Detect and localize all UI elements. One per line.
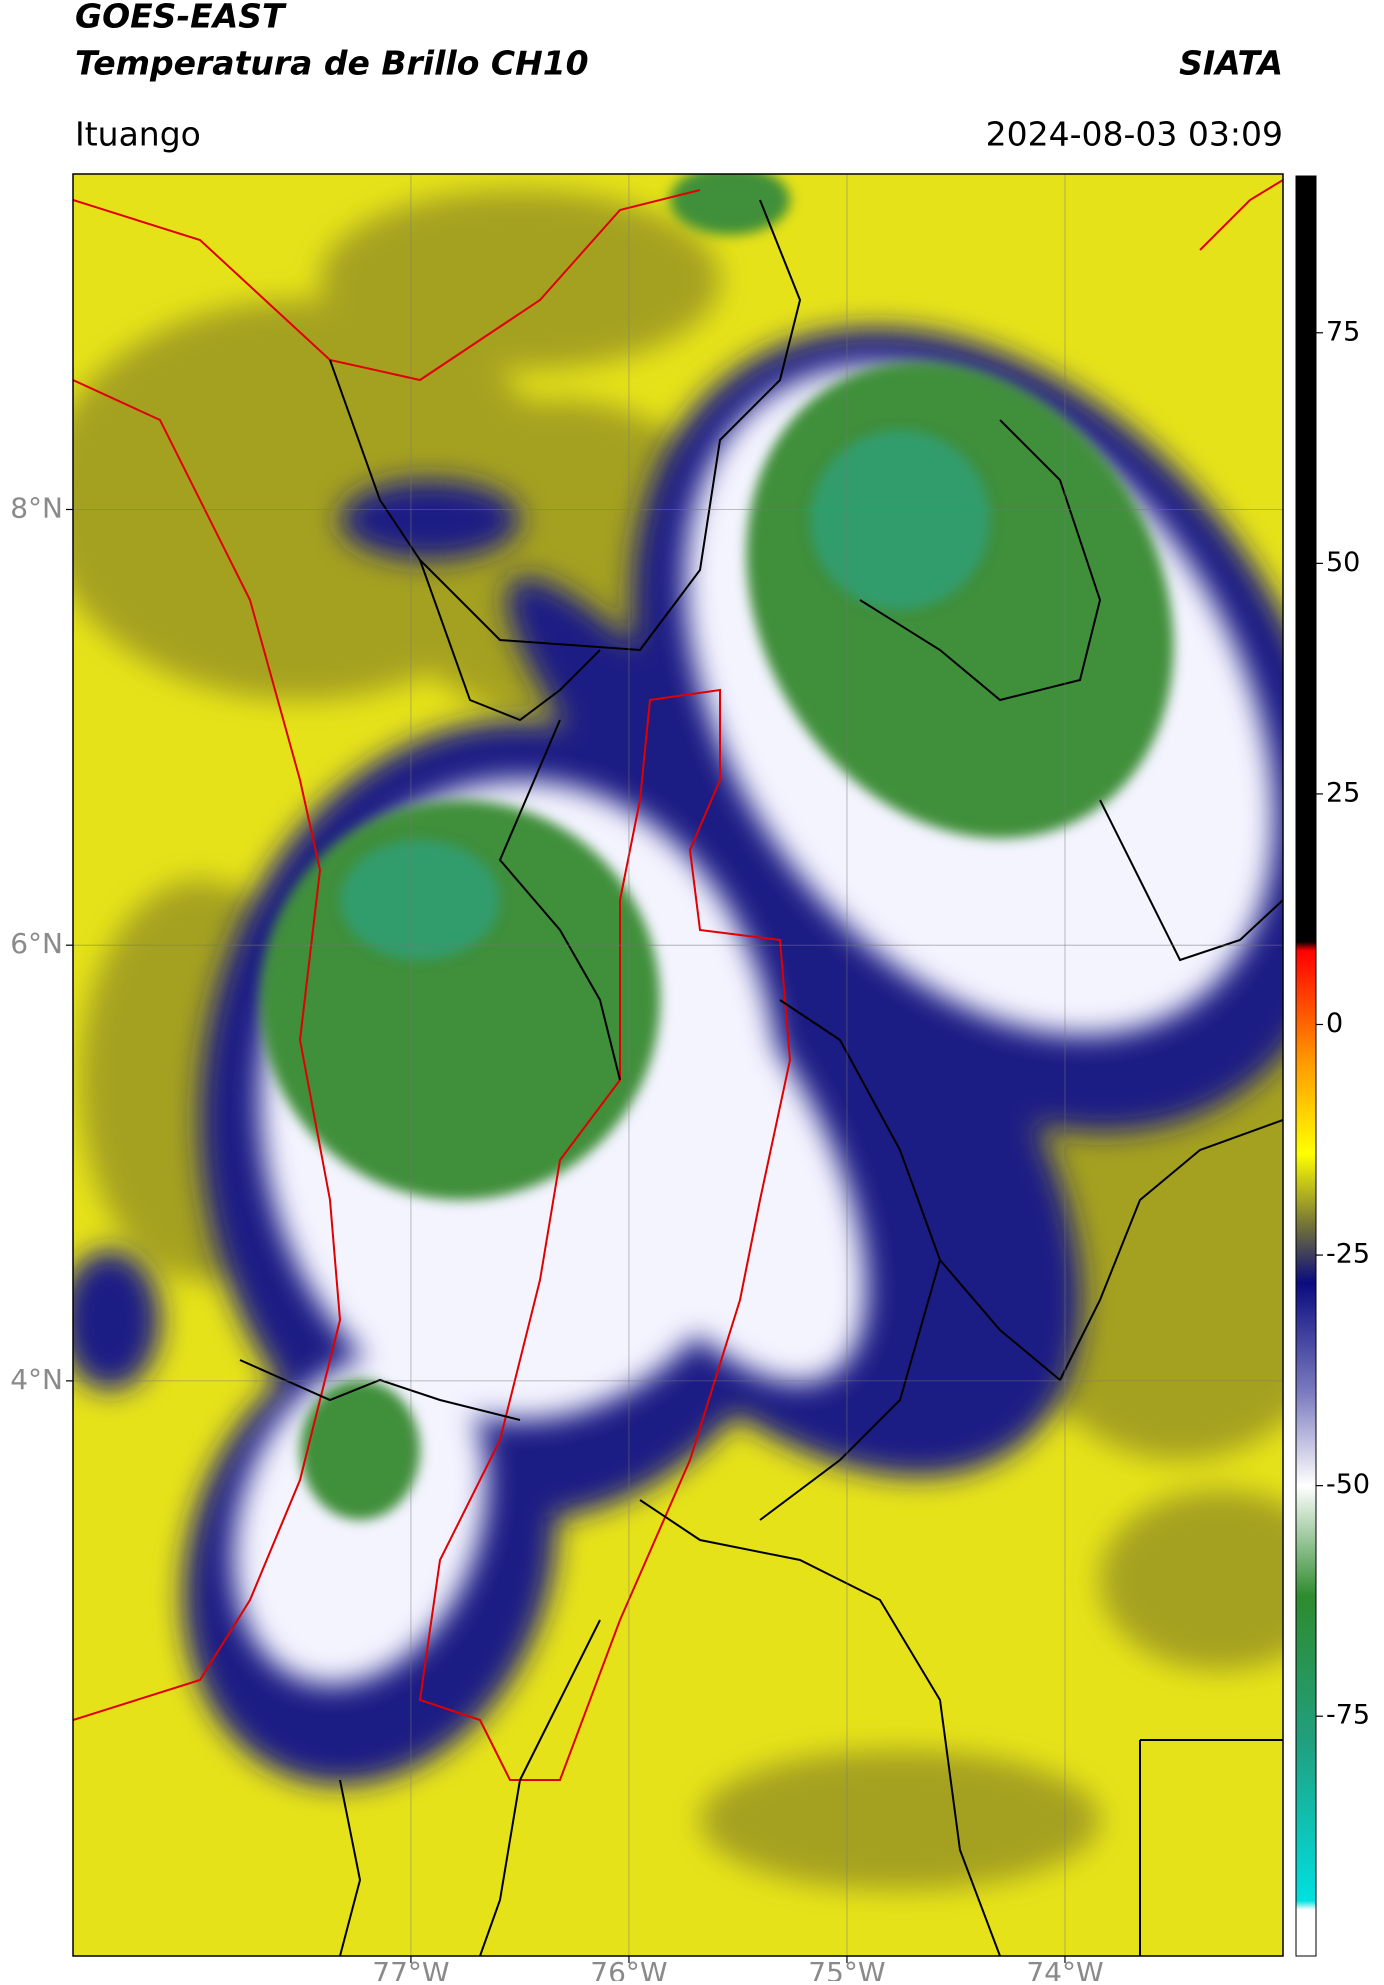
colorbar-tick-label: -50 [1326,1469,1370,1500]
colorbar-tick-label: -75 [1326,1700,1370,1731]
colorbar-tick-label: 25 [1326,777,1360,808]
lat-tick-label: 8°N [10,491,63,524]
colorbar-tick-label: -25 [1326,1239,1370,1270]
subtitle: Temperatura de Brillo CH10 [75,44,589,83]
satellite-image [73,174,1283,1956]
lon-tick-label: 77°W [372,1956,449,1981]
map-frame [72,173,1284,1957]
timestamp: 2024-08-03 03:09 [986,115,1283,154]
location: Ituango [75,115,201,154]
axes: 8°N 6°N 4°N 77°W 76°W 75°W 74°W 75 50 25 0 -25 -50 -7… [10,316,1370,1985]
colorbar-tick-label: 75 [1326,316,1360,347]
grid [73,174,1283,1956]
colorbar [1295,175,1317,1957]
colorbar-tick-label: 0 [1326,1008,1343,1039]
lon-tick-label: 74°W [1026,1956,1103,1981]
lon-tick-label: 76°W [590,1956,667,1981]
lon-tick-label: 75°W [808,1956,885,1981]
lat-tick-label: 4°N [10,1363,63,1396]
title: GOES-EAST [75,0,287,36]
colorbar-tick-label: 50 [1326,547,1360,578]
brand: SIATA [1179,44,1283,83]
lat-tick-label: 6°N [10,927,63,960]
